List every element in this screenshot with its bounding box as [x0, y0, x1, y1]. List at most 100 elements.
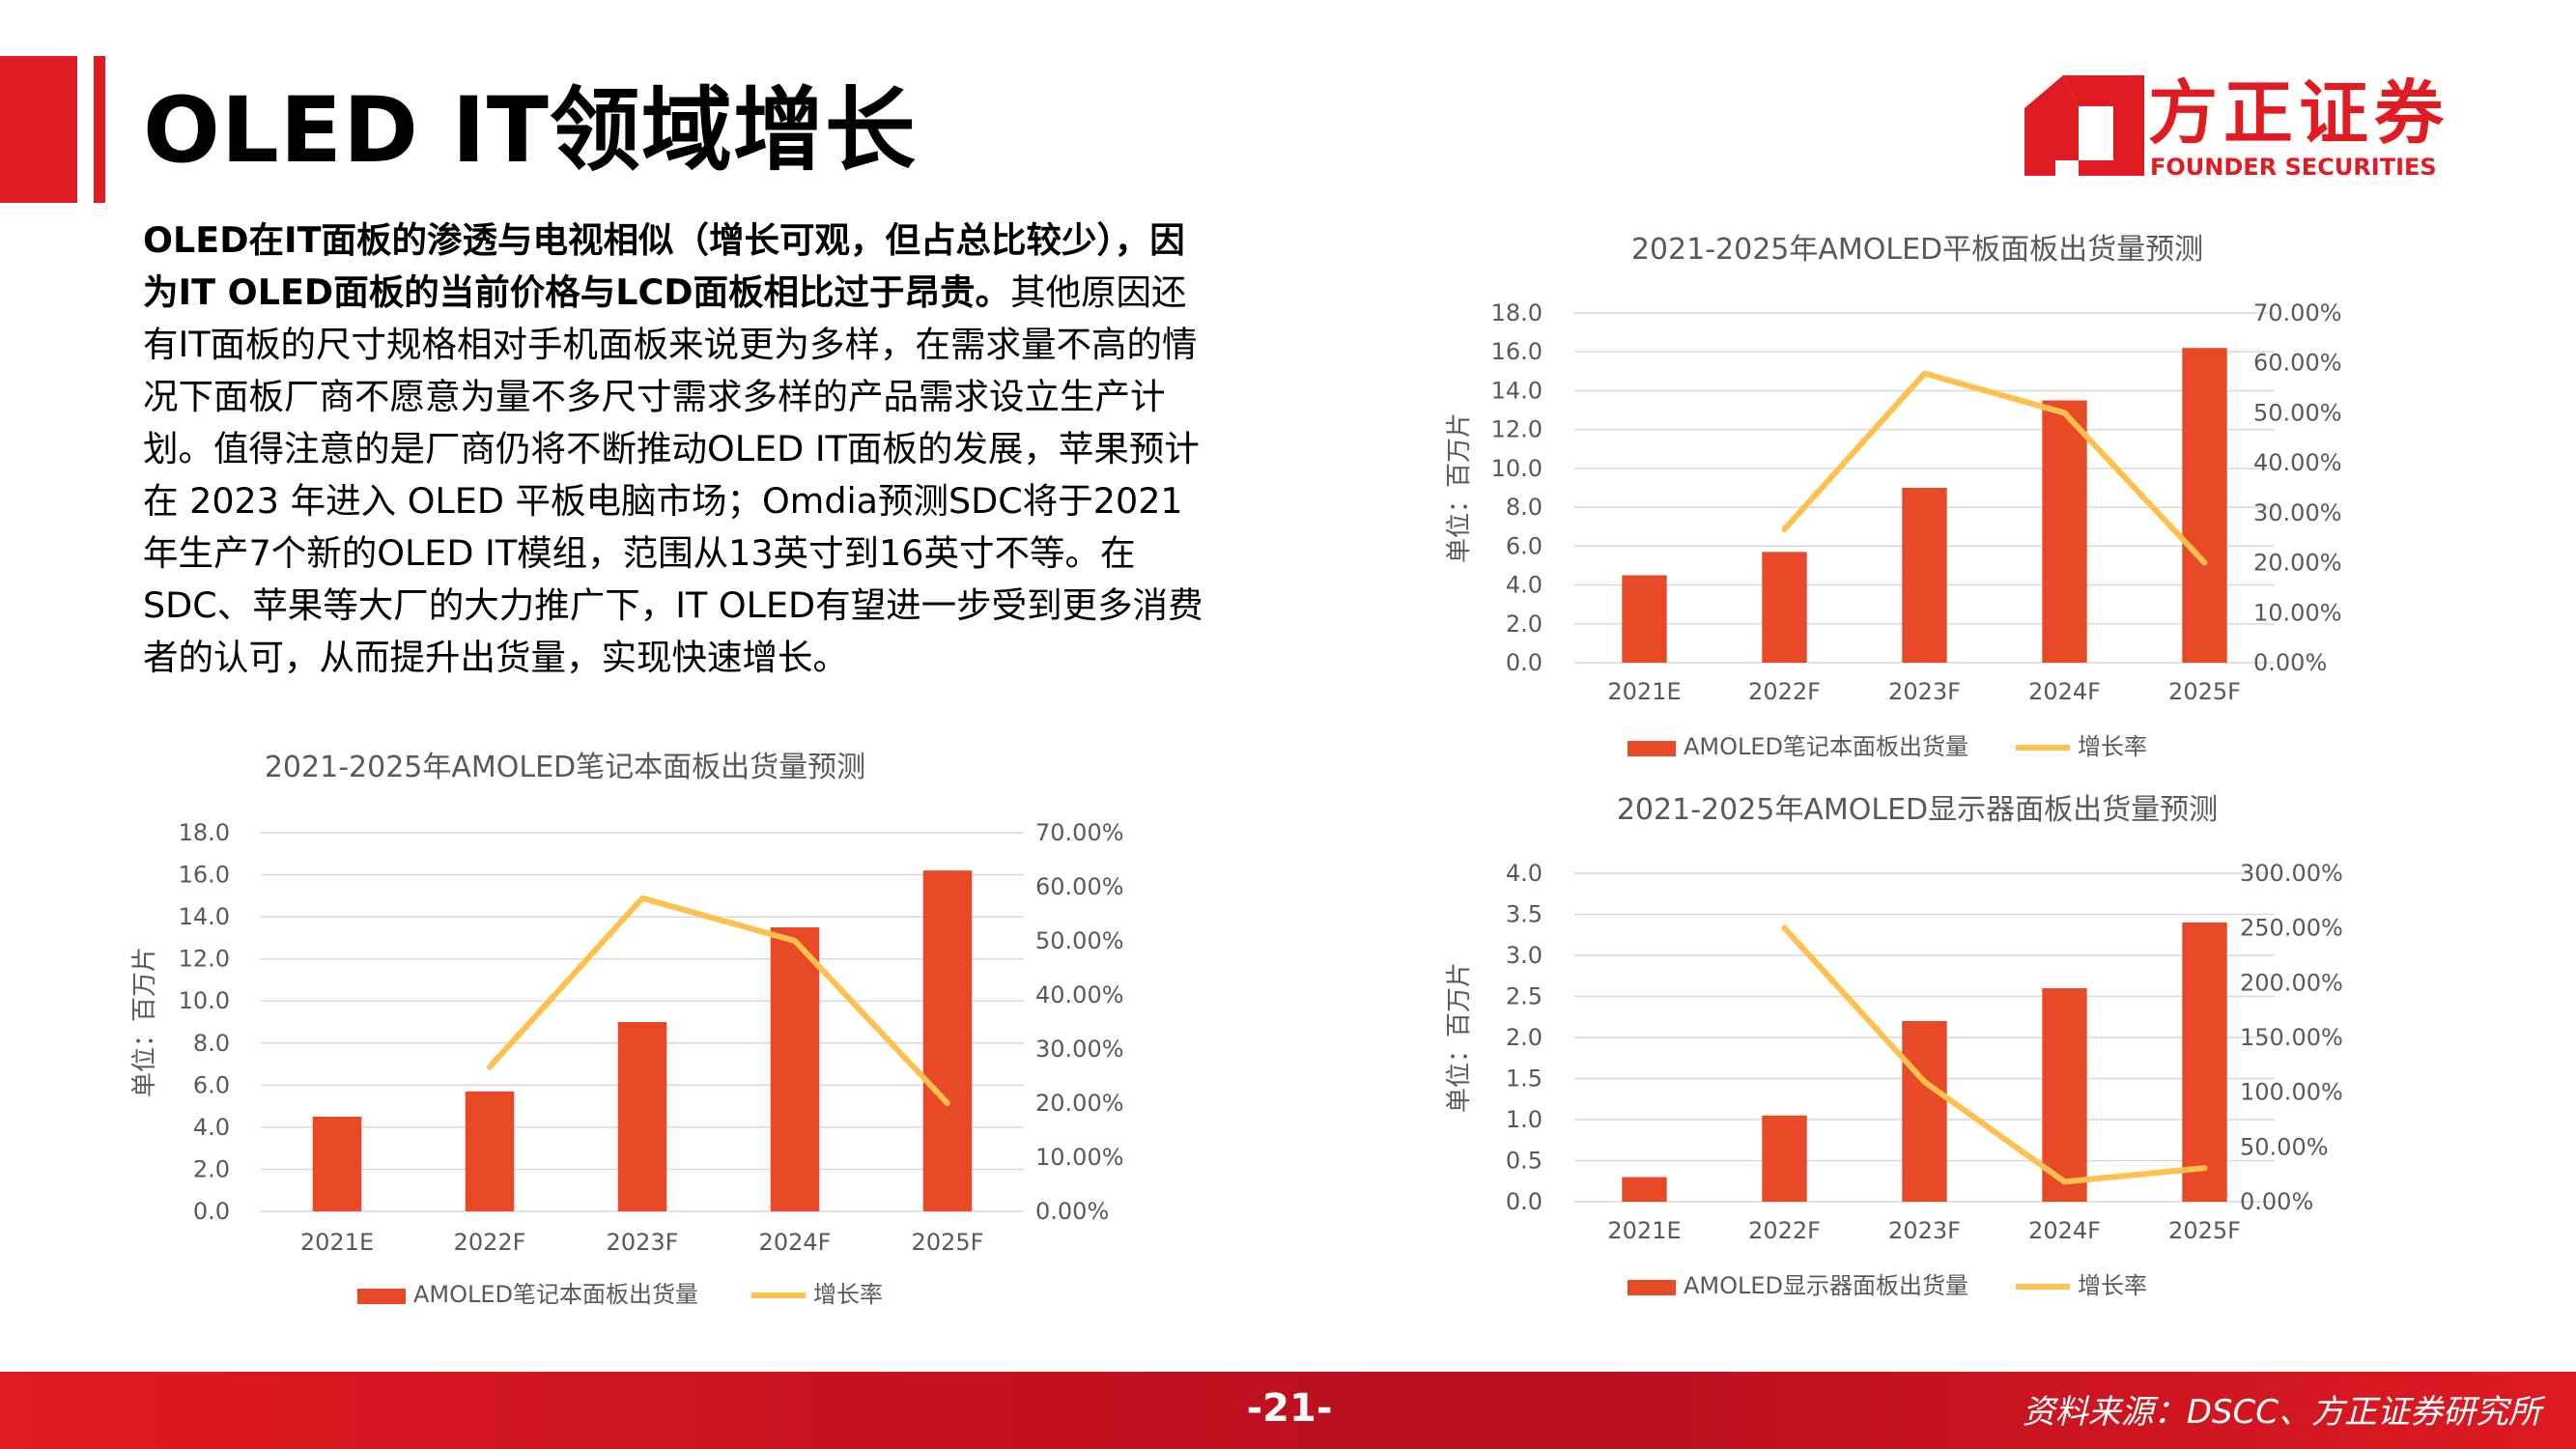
- monitor-y2-tick-label: 100.00%: [2240, 1079, 2343, 1106]
- tablet-y-tick-label: 6.0: [1506, 532, 1543, 559]
- monitor-y2-tick-label: 300.00%: [2240, 860, 2343, 887]
- body-text: 其他原因还有IT面板的尺寸规格相对手机面板来说更为多样，在需求量不高的情况下面板…: [143, 271, 1203, 678]
- monitor-x-tick-label: 2022F: [1748, 1217, 1821, 1244]
- tablet-x-tick-label: 2022F: [1748, 678, 1821, 705]
- notebook-y2-tick-label: 20.00%: [1035, 1090, 1124, 1117]
- source-note: 资料来源：DSCC、方正证券研究所: [2022, 1393, 2541, 1432]
- monitor-bar: [1902, 1021, 1947, 1202]
- tablet-y-tick-label: 10.0: [1491, 455, 1543, 482]
- tablet-legend-bar-swatch: [1628, 741, 1676, 756]
- notebook-x-tick-label: 2023F: [607, 1229, 679, 1256]
- notebook-chart-svg: 2021-2025年AMOLED笔记本面板出货量预测 0.0 2.0 4.0 6.0 8.…: [130, 751, 1124, 1308]
- tablet-y-tick-label: 4.0: [1506, 572, 1543, 599]
- notebook-x-tick-label: 2022F: [454, 1229, 526, 1256]
- tablet-y2-tick-label: 70.00%: [2253, 299, 2342, 327]
- notebook-bar: [617, 1022, 667, 1211]
- page-number: -21-: [1246, 1386, 1333, 1431]
- tablet-x-tick-label: 2024F: [2028, 678, 2101, 705]
- notebook-x-tick-label: 2025F: [912, 1229, 984, 1256]
- monitor-y-tick-label: 2.5: [1506, 983, 1543, 1010]
- monitor-x-tick-label: 2021E: [1607, 1217, 1681, 1244]
- monitor-y-tick-label: 1.5: [1506, 1065, 1543, 1093]
- monitor-x-tick-label: 2024F: [2028, 1217, 2101, 1244]
- tablet-y2-tick-label: 30.00%: [2253, 499, 2342, 526]
- chart-notebook: 2021-2025年AMOLED笔记本面板出货量预测 0.0 2.0 4.0 6.0 8.…: [126, 744, 1124, 1323]
- monitor-bar: [1622, 1177, 1667, 1202]
- footer: -21- 资料来源：DSCC、方正证券研究所: [0, 1372, 2576, 1449]
- monitor-bar: [1762, 1115, 1807, 1202]
- tablet-y2-tick-label: 40.00%: [2253, 449, 2342, 476]
- founder-logo-icon: [2024, 75, 2144, 176]
- monitor-x-tick-label: 2025F: [2168, 1217, 2241, 1244]
- page-title: OLED IT领域增长: [143, 78, 917, 184]
- tablet-bar: [1902, 488, 1947, 663]
- monitor-growth-line: [1781, 924, 2208, 1185]
- logo-chinese-name: 方正证券: [2148, 72, 2450, 154]
- notebook-x-tick-label: 2024F: [759, 1229, 832, 1256]
- monitor-y-tick-label: 2.0: [1506, 1024, 1543, 1051]
- monitor-y2-tick-label: 150.00%: [2240, 1024, 2343, 1051]
- monitor-chart-svg: 2021-2025年AMOLED显示器面板出货量预测 0.0 0.5 1.0 1.5 2.…: [1445, 793, 2343, 1299]
- notebook-bar: [922, 870, 973, 1211]
- notebook-growth-line: [487, 895, 950, 1106]
- monitor-y-axis-label: 单位：百万片: [1445, 962, 1474, 1113]
- monitor-x-tick-label: 2023F: [1888, 1217, 1961, 1244]
- notebook-y2-tick-label: 50.00%: [1035, 927, 1124, 954]
- notebook-y-tick-label: 8.0: [193, 1030, 230, 1057]
- monitor-y-tick-label: 0.5: [1506, 1148, 1543, 1175]
- notebook-y2-tick-label: 40.00%: [1035, 981, 1124, 1009]
- founder-securities-logo: 方正证券 FOUNDER SECURITIES: [2021, 70, 2455, 185]
- notebook-bar: [465, 1091, 515, 1211]
- tablet-y-tick-label: 12.0: [1491, 416, 1543, 443]
- notebook-legend-bar-label: AMOLED笔记本面板出货量: [413, 1281, 698, 1308]
- body-paragraph: OLED在IT面板的渗透与电视相似（增长可观，但占总比较少），因为IT OLED…: [143, 214, 1215, 684]
- notebook-y-tick-label: 4.0: [193, 1114, 230, 1141]
- tablet-y2-tick-label: 20.00%: [2253, 550, 2342, 577]
- monitor-y-tick-label: 3.5: [1506, 901, 1543, 928]
- tablet-y2-tick-label: 10.00%: [2253, 599, 2342, 626]
- monitor-y-tick-label: 4.0: [1506, 860, 1543, 887]
- tablet-y-tick-label: 0.0: [1506, 649, 1543, 676]
- monitor-y2-tick-label: 250.00%: [2240, 915, 2343, 942]
- notebook-y2-tick-label: 0.00%: [1035, 1198, 1109, 1225]
- chart-monitor: 2021-2025年AMOLED显示器面板出货量预测 0.0 0.5 1.0 1.5 2.…: [1434, 793, 2410, 1325]
- tablet-legend-bar-label: AMOLED笔记本面板出货量: [1684, 733, 1968, 760]
- notebook-y-tick-label: 6.0: [193, 1071, 230, 1098]
- monitor-legend-bar-label: AMOLED显示器面板出货量: [1684, 1272, 1968, 1299]
- monitor-y2-tick-label: 50.00%: [2240, 1133, 2329, 1160]
- tablet-y2-tick-label: 60.00%: [2253, 350, 2342, 377]
- notebook-y2-tick-label: 30.00%: [1035, 1036, 1124, 1063]
- tablet-legend-line-label: 增长率: [2078, 733, 2147, 760]
- body-bold-lead: OLED在IT面板的渗透与电视相似（增长可观，但占总比较少），因为IT OLED…: [143, 219, 1185, 313]
- monitor-bar: [2042, 988, 2087, 1202]
- notebook-legend-line-label: 增长率: [813, 1281, 883, 1308]
- tablet-y-tick-label: 2.0: [1506, 611, 1543, 638]
- tablet-growth-line: [1781, 370, 2208, 566]
- monitor-y-tick-label: 1.0: [1506, 1106, 1543, 1133]
- tablet-chart-title: 2021-2025年AMOLED平板面板出货量预测: [1631, 233, 2203, 267]
- monitor-y-tick-label: 0.0: [1506, 1188, 1543, 1215]
- chart-tablet: 2021-2025年AMOLED平板面板出货量预测 0.0 2.0 4.0 6.0 8.0…: [1434, 230, 2410, 781]
- tablet-y2-tick-label: 0.00%: [2253, 649, 2327, 676]
- notebook-bar: [312, 1117, 362, 1211]
- tablet-y-tick-label: 16.0: [1491, 338, 1543, 365]
- notebook-y-tick-label: 12.0: [179, 946, 230, 973]
- notebook-y2-tick-label: 70.00%: [1035, 819, 1124, 846]
- tablet-x-tick-label: 2021E: [1607, 678, 1681, 705]
- tablet-bar: [1762, 552, 1807, 663]
- tablet-chart-svg: 2021-2025年AMOLED平板面板出货量预测 0.0 2.0 4.0 6.0 8.0…: [1445, 233, 2342, 760]
- notebook-x-tick-label: 2021E: [300, 1229, 374, 1256]
- monitor-y2-tick-label: 0.00%: [2240, 1188, 2313, 1215]
- notebook-y2-tick-label: 60.00%: [1035, 873, 1124, 900]
- monitor-y2-tick-label: 200.00%: [2240, 969, 2343, 996]
- notebook-y-tick-label: 14.0: [179, 903, 230, 930]
- logo-english-name: FOUNDER SECURITIES: [2150, 154, 2437, 181]
- tablet-bar: [2182, 348, 2227, 663]
- notebook-y-tick-label: 10.0: [179, 987, 230, 1014]
- notebook-y-tick-label: 18.0: [179, 819, 230, 846]
- tablet-y-tick-label: 14.0: [1491, 377, 1543, 404]
- monitor-legend-bar-swatch: [1628, 1280, 1676, 1295]
- footer-band: [0, 1372, 2576, 1449]
- notebook-chart-title: 2021-2025年AMOLED笔记本面板出货量预测: [265, 751, 865, 784]
- monitor-legend-line-label: 增长率: [2078, 1272, 2147, 1299]
